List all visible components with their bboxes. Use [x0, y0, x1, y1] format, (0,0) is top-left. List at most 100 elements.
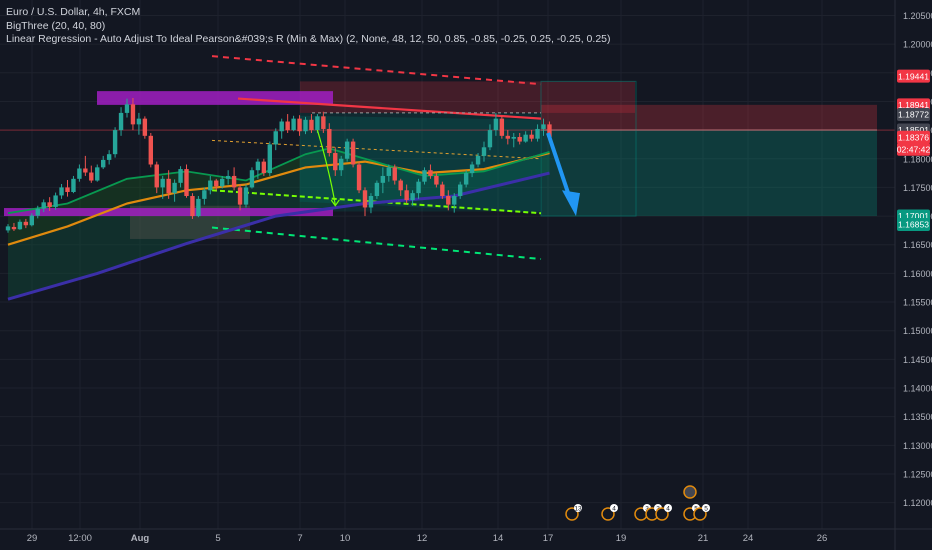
- candle: [142, 116, 148, 139]
- candle-body: [83, 168, 88, 173]
- candle-body: [95, 167, 100, 181]
- demand-zone: [4, 208, 333, 217]
- candle-body: [362, 190, 368, 208]
- candle: [297, 115, 302, 136]
- candle: [101, 155, 106, 170]
- candle-body: [59, 187, 64, 196]
- ma-40-line: [7, 151, 550, 246]
- candle-body: [41, 202, 46, 209]
- event-count: 4: [612, 506, 616, 513]
- time-tick-label: 10: [340, 533, 351, 544]
- candle-body: [208, 180, 213, 191]
- event-marker: 4: [601, 504, 618, 521]
- candle-body: [255, 161, 261, 171]
- candle: [243, 184, 249, 208]
- candle: [481, 141, 487, 162]
- time-tick-label: 29: [27, 533, 38, 544]
- candle-body: [440, 184, 445, 197]
- candle-body: [243, 187, 249, 205]
- price-tag-bg: [897, 217, 930, 231]
- candle-body: [350, 141, 356, 165]
- candle: [267, 141, 272, 176]
- candle-body: [53, 195, 58, 207]
- price-tag-label: 1.18941: [898, 100, 929, 110]
- candle-body: [35, 208, 40, 216]
- candle-body: [458, 184, 463, 197]
- candle: [71, 175, 76, 194]
- candle: [178, 166, 183, 188]
- position-stop-box: [541, 104, 877, 131]
- candle-body: [541, 124, 546, 129]
- price-tick-label: 1.12000: [903, 498, 932, 508]
- candle: [261, 158, 267, 176]
- candle: [339, 155, 344, 176]
- candle-body: [463, 173, 469, 185]
- candle: [458, 181, 463, 199]
- event-circle: [601, 507, 615, 521]
- indicator-linear-regression[interactable]: Linear Regression - Auto Adjust To Ideal…: [6, 33, 611, 45]
- candle-body: [47, 202, 52, 207]
- candle-body: [237, 187, 243, 205]
- candle-body: [202, 190, 207, 199]
- event-count: 13: [574, 506, 582, 513]
- candle: [231, 167, 237, 191]
- candle: [214, 178, 219, 191]
- price-tick-label: 1.17500: [903, 183, 932, 193]
- candle: [380, 167, 386, 194]
- price-tag-bg: [897, 69, 930, 83]
- time-tick-label: Aug: [131, 533, 150, 544]
- indicator-bigthree[interactable]: BigThree (20, 40, 80): [6, 19, 106, 32]
- candle-body: [469, 164, 475, 174]
- candle: [249, 167, 255, 189]
- candle: [11, 222, 17, 231]
- candle-body: [130, 104, 136, 125]
- symbol-line[interactable]: Euro / U.S. Dollar, 4h, FXCM: [6, 6, 141, 18]
- candle-body: [71, 178, 76, 192]
- candle: [5, 224, 11, 233]
- candle-body: [339, 158, 344, 171]
- price-tag-bg: [897, 130, 930, 144]
- candle: [535, 124, 540, 142]
- price-tick-label: 1.13000: [903, 441, 932, 451]
- candle: [410, 190, 415, 206]
- price-axis-bg: [895, 0, 932, 550]
- candle-body: [446, 196, 451, 205]
- candle: [440, 181, 445, 199]
- event-circle-top: [683, 485, 697, 499]
- candle: [499, 115, 505, 139]
- candle-body: [11, 226, 17, 230]
- candle: [196, 196, 201, 218]
- candle-body: [535, 128, 540, 139]
- event-circle: [565, 507, 579, 521]
- candle-body: [452, 196, 457, 205]
- candle: [386, 164, 391, 182]
- candle: [237, 183, 243, 211]
- candle-body: [225, 175, 231, 179]
- candle: [166, 170, 171, 199]
- candle: [517, 132, 522, 145]
- candle-body: [178, 169, 183, 183]
- ma-band-40-80: [8, 153, 550, 300]
- price-tick-label: 1.16500: [903, 240, 932, 250]
- time-tick-label: 24: [743, 533, 754, 544]
- candle: [523, 131, 528, 143]
- price-tag-label: 1.17001: [898, 211, 929, 221]
- candle: [172, 179, 177, 202]
- candle-body: [380, 175, 386, 183]
- candle: [35, 205, 40, 219]
- event-count: 3: [645, 506, 649, 513]
- candle-body: [511, 136, 516, 139]
- event-circle: [655, 507, 669, 521]
- time-tick-label: 19: [616, 533, 627, 544]
- price-tick-label: 1.20500: [903, 11, 932, 21]
- event-count-bg: [664, 504, 672, 512]
- candle: [362, 187, 368, 217]
- candle-body: [231, 175, 237, 188]
- candle: [315, 114, 320, 133]
- price-tick-label: 1.14500: [903, 355, 932, 365]
- price-tag: 1.18772: [897, 108, 930, 122]
- candle-body: [333, 153, 338, 171]
- candle: [505, 130, 510, 145]
